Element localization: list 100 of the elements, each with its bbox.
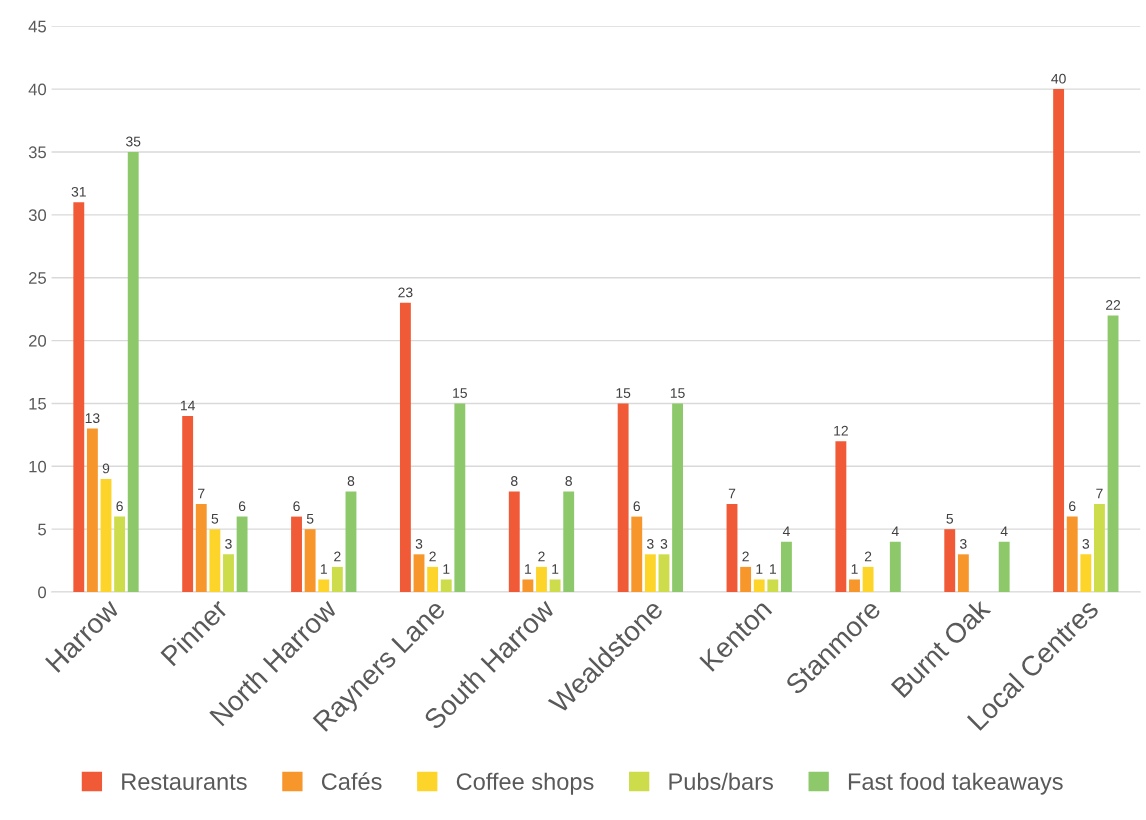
data-label: 3 <box>647 538 654 549</box>
legend-label: Restaurants <box>122 773 247 790</box>
data-label: 2 <box>742 551 749 562</box>
data-label: 4 <box>782 526 790 537</box>
bar <box>644 554 656 593</box>
data-label: 31 <box>71 186 86 197</box>
data-label: 2 <box>429 551 436 562</box>
bar <box>427 566 439 593</box>
y-tick-label: 40 <box>28 83 47 96</box>
data-label: 6 <box>633 501 640 512</box>
bar <box>1094 504 1105 593</box>
legend-label: Coffee shops <box>456 772 594 795</box>
bar <box>114 516 126 593</box>
bar <box>536 566 547 593</box>
data-label: 1 <box>525 564 532 574</box>
legend-label: Cafés <box>321 772 382 790</box>
data-label: 23 <box>398 287 413 298</box>
data-label: 5 <box>306 513 314 524</box>
y-tick-label: 5 <box>38 523 47 536</box>
data-label: 6 <box>293 501 300 512</box>
bar <box>1066 516 1078 593</box>
data-label: 22 <box>1106 300 1121 310</box>
data-label: 3 <box>1082 538 1090 549</box>
bar <box>73 202 85 593</box>
bar <box>209 529 221 593</box>
bar <box>331 566 343 593</box>
data-label: 40 <box>1051 73 1066 84</box>
data-label: 4 <box>1000 526 1008 537</box>
bar <box>631 516 643 593</box>
data-label: 13 <box>85 413 100 424</box>
data-label: 15 <box>453 388 467 398</box>
data-label: 3 <box>960 538 967 549</box>
bar <box>413 554 425 593</box>
data-label: 7 <box>198 488 205 499</box>
y-tick-label: 25 <box>29 272 47 284</box>
data-label: 1 <box>552 564 559 574</box>
data-label: 2 <box>864 551 872 562</box>
data-label: 5 <box>211 513 219 524</box>
y-tick-label: 0 <box>38 586 47 599</box>
legend-label: Pubs/bars <box>669 772 773 790</box>
bar <box>223 554 234 593</box>
bar <box>617 403 629 593</box>
bar <box>236 516 248 593</box>
bar <box>1107 315 1119 593</box>
bar <box>835 441 847 593</box>
data-label: 6 <box>1069 501 1076 512</box>
bar <box>781 541 792 593</box>
data-label: 9 <box>102 463 110 474</box>
data-label: 8 <box>565 476 572 486</box>
data-label: 1 <box>770 564 777 574</box>
data-label: 15 <box>616 388 631 398</box>
bar <box>944 529 956 593</box>
data-label: 7 <box>728 488 736 499</box>
data-label: 6 <box>238 501 246 512</box>
data-label: 14 <box>180 400 195 411</box>
legend-label: Fast food takeaways <box>848 772 1063 795</box>
data-label: 3 <box>660 538 668 549</box>
data-label: 1 <box>851 564 858 574</box>
bar <box>127 151 139 593</box>
data-label: 5 <box>946 513 954 524</box>
bar <box>1053 89 1065 593</box>
data-label: 35 <box>126 136 141 147</box>
bar <box>753 579 765 593</box>
y-tick-label: 20 <box>29 334 47 347</box>
data-label: 7 <box>1096 488 1103 499</box>
data-label: 8 <box>511 476 518 486</box>
bar <box>998 541 1010 593</box>
bar <box>86 428 98 593</box>
data-label: 2 <box>538 551 545 562</box>
bar <box>182 416 194 593</box>
data-label: 3 <box>415 538 423 549</box>
bar <box>440 579 452 593</box>
bar <box>563 491 575 593</box>
y-tick-label: 35 <box>28 146 47 159</box>
bar <box>672 403 684 593</box>
bar <box>740 566 752 593</box>
bar <box>889 541 901 593</box>
bar <box>862 566 874 593</box>
bar <box>345 491 357 593</box>
data-label: 12 <box>834 425 848 436</box>
bar <box>399 302 411 593</box>
data-label: 1 <box>443 564 450 574</box>
data-label: 6 <box>116 501 123 512</box>
y-tick-label: 30 <box>28 209 47 222</box>
y-tick-label: 45 <box>28 20 47 33</box>
bar <box>195 504 207 593</box>
bar <box>1080 554 1092 593</box>
data-label: 1 <box>320 564 327 574</box>
bar <box>726 504 738 593</box>
bar <box>658 554 670 593</box>
data-label: 1 <box>756 564 763 574</box>
data-label: 8 <box>347 476 355 486</box>
y-tick-label: 10 <box>29 460 47 473</box>
bar <box>849 579 860 593</box>
bar <box>549 579 561 593</box>
bar <box>454 403 466 593</box>
bar <box>318 579 330 593</box>
bar <box>291 516 302 593</box>
data-label: 15 <box>670 388 685 398</box>
y-tick-label: 15 <box>29 398 47 410</box>
